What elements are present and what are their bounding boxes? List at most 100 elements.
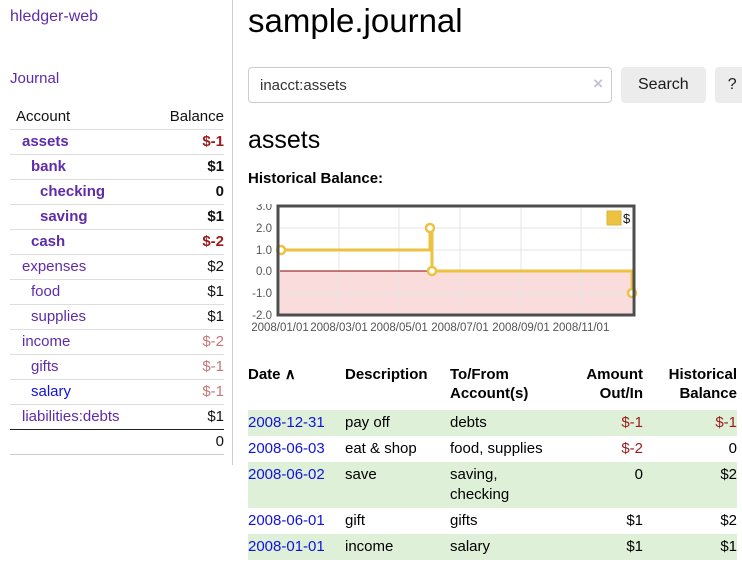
account-balance: $-1 — [148, 129, 224, 155]
account-total-row: 0 — [10, 429, 224, 455]
description-cell: save — [345, 462, 450, 508]
account-balance: $-1 — [148, 354, 224, 380]
register-row: 2008-12-31 pay off debts $-1 $-1 — [248, 410, 737, 436]
search-button[interactable]: Search — [621, 67, 706, 103]
account-table: Account Balance assets $-1 bank $1 check… — [10, 106, 224, 455]
svg-text:2008/01/01: 2008/01/01 — [251, 322, 309, 334]
account-row-assets: assets $-1 — [10, 129, 224, 155]
account-balance: $-2 — [148, 229, 224, 255]
legend-swatch — [606, 210, 622, 226]
date-column-header[interactable]: Date ∧ — [248, 366, 296, 383]
register-row: 2008-01-01 income salary $1 $1 — [248, 534, 737, 560]
account-row-income: income $-2 — [10, 329, 224, 355]
date-link[interactable]: 2008-01-01 — [248, 538, 325, 555]
register-header-row: Date ∧ Description To/From Account(s) Am… — [248, 365, 737, 410]
y-axis-ticks: 3.0 2.0 1.0 0.0 -1.0 -2.0 — [252, 201, 272, 322]
account-link-assets[interactable]: assets — [22, 133, 69, 150]
account-total-balance: 0 — [148, 429, 224, 455]
account-link-gifts[interactable]: gifts — [31, 358, 59, 375]
account-link-food[interactable]: food — [31, 283, 61, 300]
account-link-salary[interactable]: salary — [31, 383, 72, 400]
account-cell: saving, checking — [450, 462, 565, 508]
svg-text:2008/11/01: 2008/11/01 — [553, 322, 610, 334]
register-row: 2008-06-03 eat & shop food, supplies $-2… — [248, 436, 737, 462]
account-link-income[interactable]: income — [22, 333, 71, 350]
chart-border — [276, 204, 636, 317]
account-link-bank[interactable]: bank — [31, 158, 67, 175]
account-row-bank: bank $1 — [10, 154, 224, 180]
search-input[interactable] — [248, 67, 612, 103]
date-link[interactable]: 2008-06-01 — [248, 512, 325, 529]
search-box: × — [248, 67, 612, 103]
description-column-header: Description — [345, 366, 428, 383]
amount-column-header: Amount Out/In — [586, 366, 643, 402]
account-column-header: To/From Account(s) — [450, 366, 529, 402]
svg-text:1.0: 1.0 — [256, 245, 272, 257]
date-link[interactable]: 2008-06-03 — [248, 440, 325, 457]
account-column-header: Account — [16, 108, 71, 125]
search-bar: × Search ? — [248, 67, 742, 103]
balance-cell: $1 — [643, 534, 737, 560]
legend-label: $ — [623, 211, 631, 226]
clear-search-icon[interactable]: × — [593, 74, 603, 93]
description-cell: gift — [345, 512, 366, 529]
svg-text:-1.0: -1.0 — [252, 288, 272, 300]
balance-column-header: Historical Balance — [668, 366, 737, 402]
svg-text:0.0: 0.0 — [256, 266, 272, 278]
sort-asc-icon: ∧ — [284, 366, 296, 383]
balance-cell: $2 — [720, 512, 737, 529]
account-cell: gifts — [450, 512, 478, 529]
account-link-supplies[interactable]: supplies — [31, 308, 87, 325]
register-row: 2008-06-02 save saving, checking 0 $2 — [248, 462, 737, 508]
account-row-gifts: gifts $-1 — [10, 354, 224, 380]
description-cell: income — [345, 534, 450, 560]
account-row-liabilities-debts: liabilities:debts $1 — [10, 404, 224, 430]
account-balance: $-2 — [148, 329, 224, 355]
account-link-saving[interactable]: saving — [40, 208, 88, 225]
amount-cell: $-1 — [565, 410, 643, 436]
account-row-food: food $1 — [10, 279, 224, 305]
balance-chart-svg: $ 3.0 2.0 1.0 0.0 -1.0 -2.0 2008/01/01 2… — [251, 201, 638, 334]
account-row-checking: checking 0 — [10, 179, 224, 205]
account-row-saving: saving $1 — [10, 204, 224, 230]
account-balance: $1 — [148, 404, 224, 430]
journal-nav: Journal — [10, 70, 224, 87]
svg-text:2008/03/01: 2008/03/01 — [310, 322, 368, 334]
account-balance: $2 — [148, 254, 224, 280]
balance-column-header: Balance — [169, 108, 224, 125]
amount-cell: $1 — [626, 512, 643, 529]
balance-cell: $2 — [643, 462, 737, 508]
account-link-liabilities-debts[interactable]: liabilities:debts — [22, 408, 120, 425]
app-title-link[interactable]: hledger-web — [10, 8, 99, 25]
account-cell: food, supplies — [450, 440, 543, 457]
app-title: hledger-web — [10, 8, 224, 26]
description-cell: eat & shop — [345, 440, 417, 457]
account-link-checking[interactable]: checking — [40, 183, 106, 200]
chart-title: Historical Balance: — [248, 170, 384, 187]
account-cell: salary — [450, 534, 565, 560]
account-row-supplies: supplies $1 — [10, 304, 224, 330]
journal-link[interactable]: Journal — [10, 70, 60, 87]
help-button[interactable]: ? — [714, 67, 742, 103]
account-balance: $1 — [148, 154, 224, 180]
account-balance: 0 — [148, 179, 224, 205]
amount-cell: 0 — [565, 462, 643, 508]
balance-chart: $ 3.0 2.0 1.0 0.0 -1.0 -2.0 2008/01/01 2… — [244, 201, 742, 343]
svg-text:2008/05/01: 2008/05/01 — [370, 322, 428, 334]
account-link-cash[interactable]: cash — [31, 233, 66, 250]
account-balance: $-1 — [148, 379, 224, 405]
svg-text:2.0: 2.0 — [256, 223, 272, 235]
sidebar: hledger-web Journal Account Balance asse… — [0, 0, 233, 465]
x-axis-ticks: 2008/01/01 2008/03/01 2008/05/01 2008/07… — [251, 322, 609, 334]
page: hledger-web Journal Account Balance asse… — [0, 0, 742, 560]
account-balance: $1 — [148, 304, 224, 330]
date-link[interactable]: 2008-12-31 — [248, 414, 325, 431]
date-link[interactable]: 2008-06-02 — [248, 466, 325, 483]
balance-cell: $-1 — [643, 410, 737, 436]
amount-cell: $1 — [565, 534, 643, 560]
account-row-expenses: expenses $2 — [10, 254, 224, 280]
svg-text:2008/07/01: 2008/07/01 — [431, 322, 489, 334]
account-link-expenses[interactable]: expenses — [22, 258, 87, 275]
description-cell: pay off — [345, 410, 450, 436]
register-row: 2008-06-01 gift gifts $1 $2 — [248, 508, 737, 534]
